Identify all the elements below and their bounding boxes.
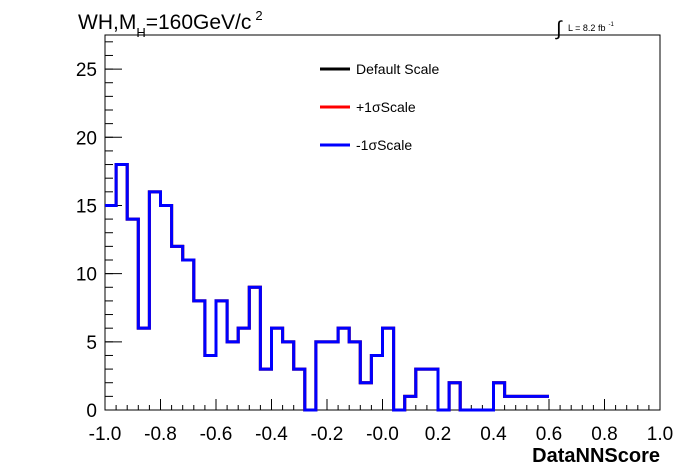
histogram-series-line [105,163,549,412]
y-tick-label: 25 [76,60,97,81]
histogram-series-line [105,163,549,412]
histogram-series [105,163,549,412]
legend-label: Default Scale [356,61,439,77]
x-tick-label: -0.0 [366,424,399,445]
x-tick-label: -1.0 [89,424,122,445]
y-tick-label: 10 [76,265,97,286]
x-tick-label: 0.6 [536,424,562,445]
histogram-series-line [105,163,549,412]
legend: Default Scale +1σScale -1σScale [320,61,439,153]
luminosity-integral: ∫ [555,18,563,40]
x-axis-label: DataNNScore [532,445,660,467]
chart-title: WH,MH=160GeV/c 2 [78,8,263,40]
legend-label: -1σScale [356,137,412,153]
y-tick-label: 15 [76,196,97,217]
luminosity-label: L = 8.2 fb -1 [568,22,614,33]
legend-label: +1σScale [356,99,416,115]
y-tick-label: 20 [76,128,97,149]
x-tick-label: 1.0 [647,424,673,445]
y-tick-label: 0 [86,401,97,422]
x-tick-label: -0.8 [144,424,177,445]
x-tick-label: -0.2 [311,424,344,445]
x-tick-label: -0.4 [255,424,288,445]
x-tick-label: -0.6 [200,424,233,445]
y-tick-label: 5 [86,333,97,354]
x-tick-label: 0.2 [425,424,451,445]
x-tick-label: 0.8 [591,424,617,445]
axis-ticks: -1.0 -0.8 -0.6 -0.4 -0.2 -0.0 0.2 0.4 0.6 0.8 1.0 0… [76,41,673,445]
x-tick-label: 0.4 [480,424,507,445]
